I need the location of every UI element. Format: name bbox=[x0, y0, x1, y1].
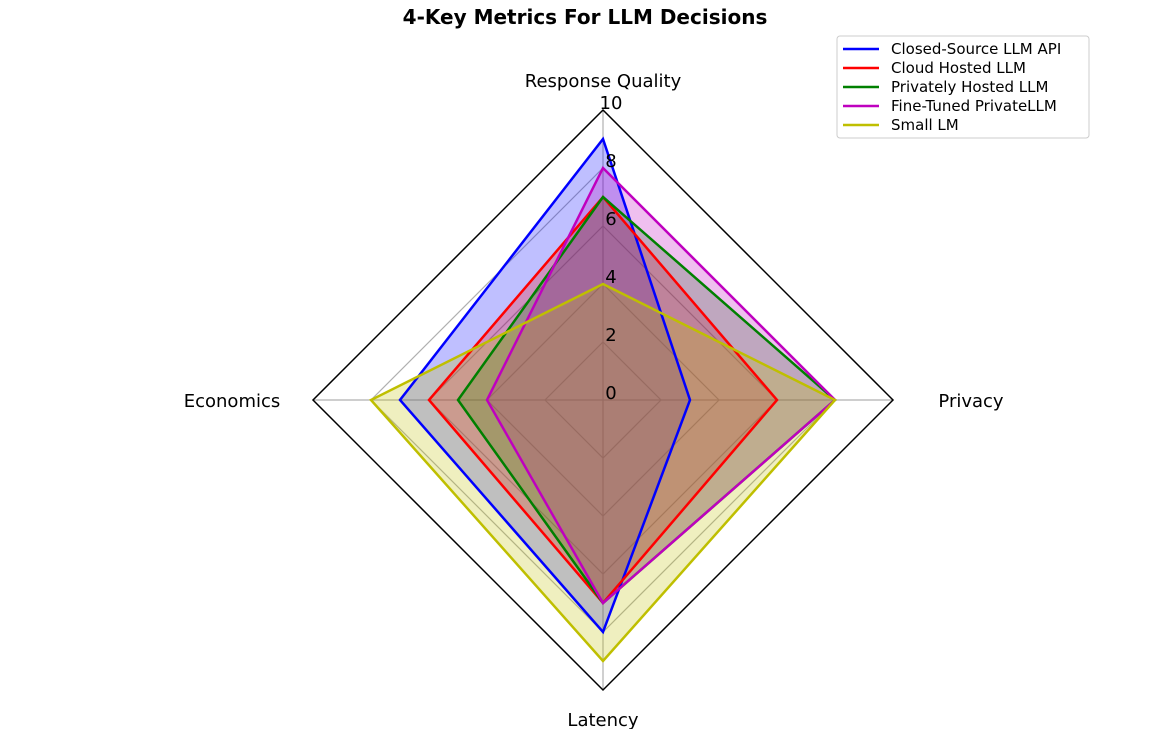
chart-title: 4-Key Metrics For LLM Decisions bbox=[403, 5, 768, 29]
axis-label-economics: Economics bbox=[184, 391, 281, 412]
outer-frame bbox=[311, 108, 895, 692]
radial-tick-label: 2 bbox=[605, 325, 616, 346]
legend-label: Small LM bbox=[891, 116, 959, 134]
radial-tick-label: 0 bbox=[605, 383, 616, 404]
series-fill bbox=[458, 197, 835, 603]
legend-label: Fine-Tuned PrivateLLM bbox=[891, 97, 1057, 115]
series-fill bbox=[371, 284, 835, 661]
series-fill bbox=[400, 139, 690, 632]
axis-label-latency: Latency bbox=[567, 710, 638, 729]
radial-tick-label: 8 bbox=[605, 151, 616, 172]
axis-label-privacy: Privacy bbox=[938, 391, 1004, 412]
radial-tick-label: 6 bbox=[605, 209, 616, 230]
legend-label: Closed-Source LLM API bbox=[891, 40, 1061, 58]
radial-tick-label: 10 bbox=[600, 93, 623, 114]
series-line bbox=[368, 282, 838, 663]
legend-label: Cloud Hosted LLM bbox=[891, 59, 1026, 77]
series-fill bbox=[487, 168, 835, 603]
legend-frame bbox=[836, 35, 1090, 139]
radial-tick-labels: 0 2 4 6 8 10 bbox=[600, 93, 623, 404]
radial-tick-label: 4 bbox=[605, 267, 616, 288]
axis-label-response-quality: Response Quality bbox=[525, 71, 682, 92]
legend-label: Privately Hosted LLM bbox=[891, 78, 1048, 96]
radar-series bbox=[368, 136, 838, 663]
